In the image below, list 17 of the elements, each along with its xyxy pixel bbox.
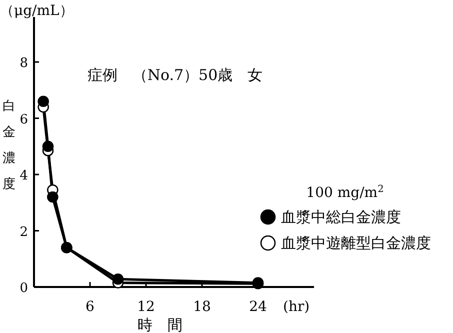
y-tick-label: 2: [20, 224, 28, 240]
x-axis-title: 時 間: [138, 316, 182, 333]
y-tick-label: 4: [20, 168, 28, 184]
annotation: （μg/mL）: [0, 3, 74, 19]
x-tick-label: 24: [249, 299, 267, 315]
y-tick-label: 8: [20, 56, 28, 71]
text: 症例 （No.7）50歳 女: [87, 66, 263, 84]
x-tick-label: 12: [137, 299, 155, 315]
legend-title: 100 mg/m$^{2}$: [306, 184, 384, 201]
legend-label: 血漿中遊離型白金濃度: [281, 234, 431, 252]
legend-label: 血漿中総白金濃度: [281, 208, 401, 226]
y-tick-label: 6: [20, 112, 28, 128]
x-tick-label: 6: [86, 299, 95, 315]
x-tick-label: 18: [193, 299, 211, 315]
text: (hr): [283, 299, 310, 315]
y-tick-label: 0: [20, 281, 28, 296]
y-axis-title: 白金濃度: [2, 99, 16, 192]
